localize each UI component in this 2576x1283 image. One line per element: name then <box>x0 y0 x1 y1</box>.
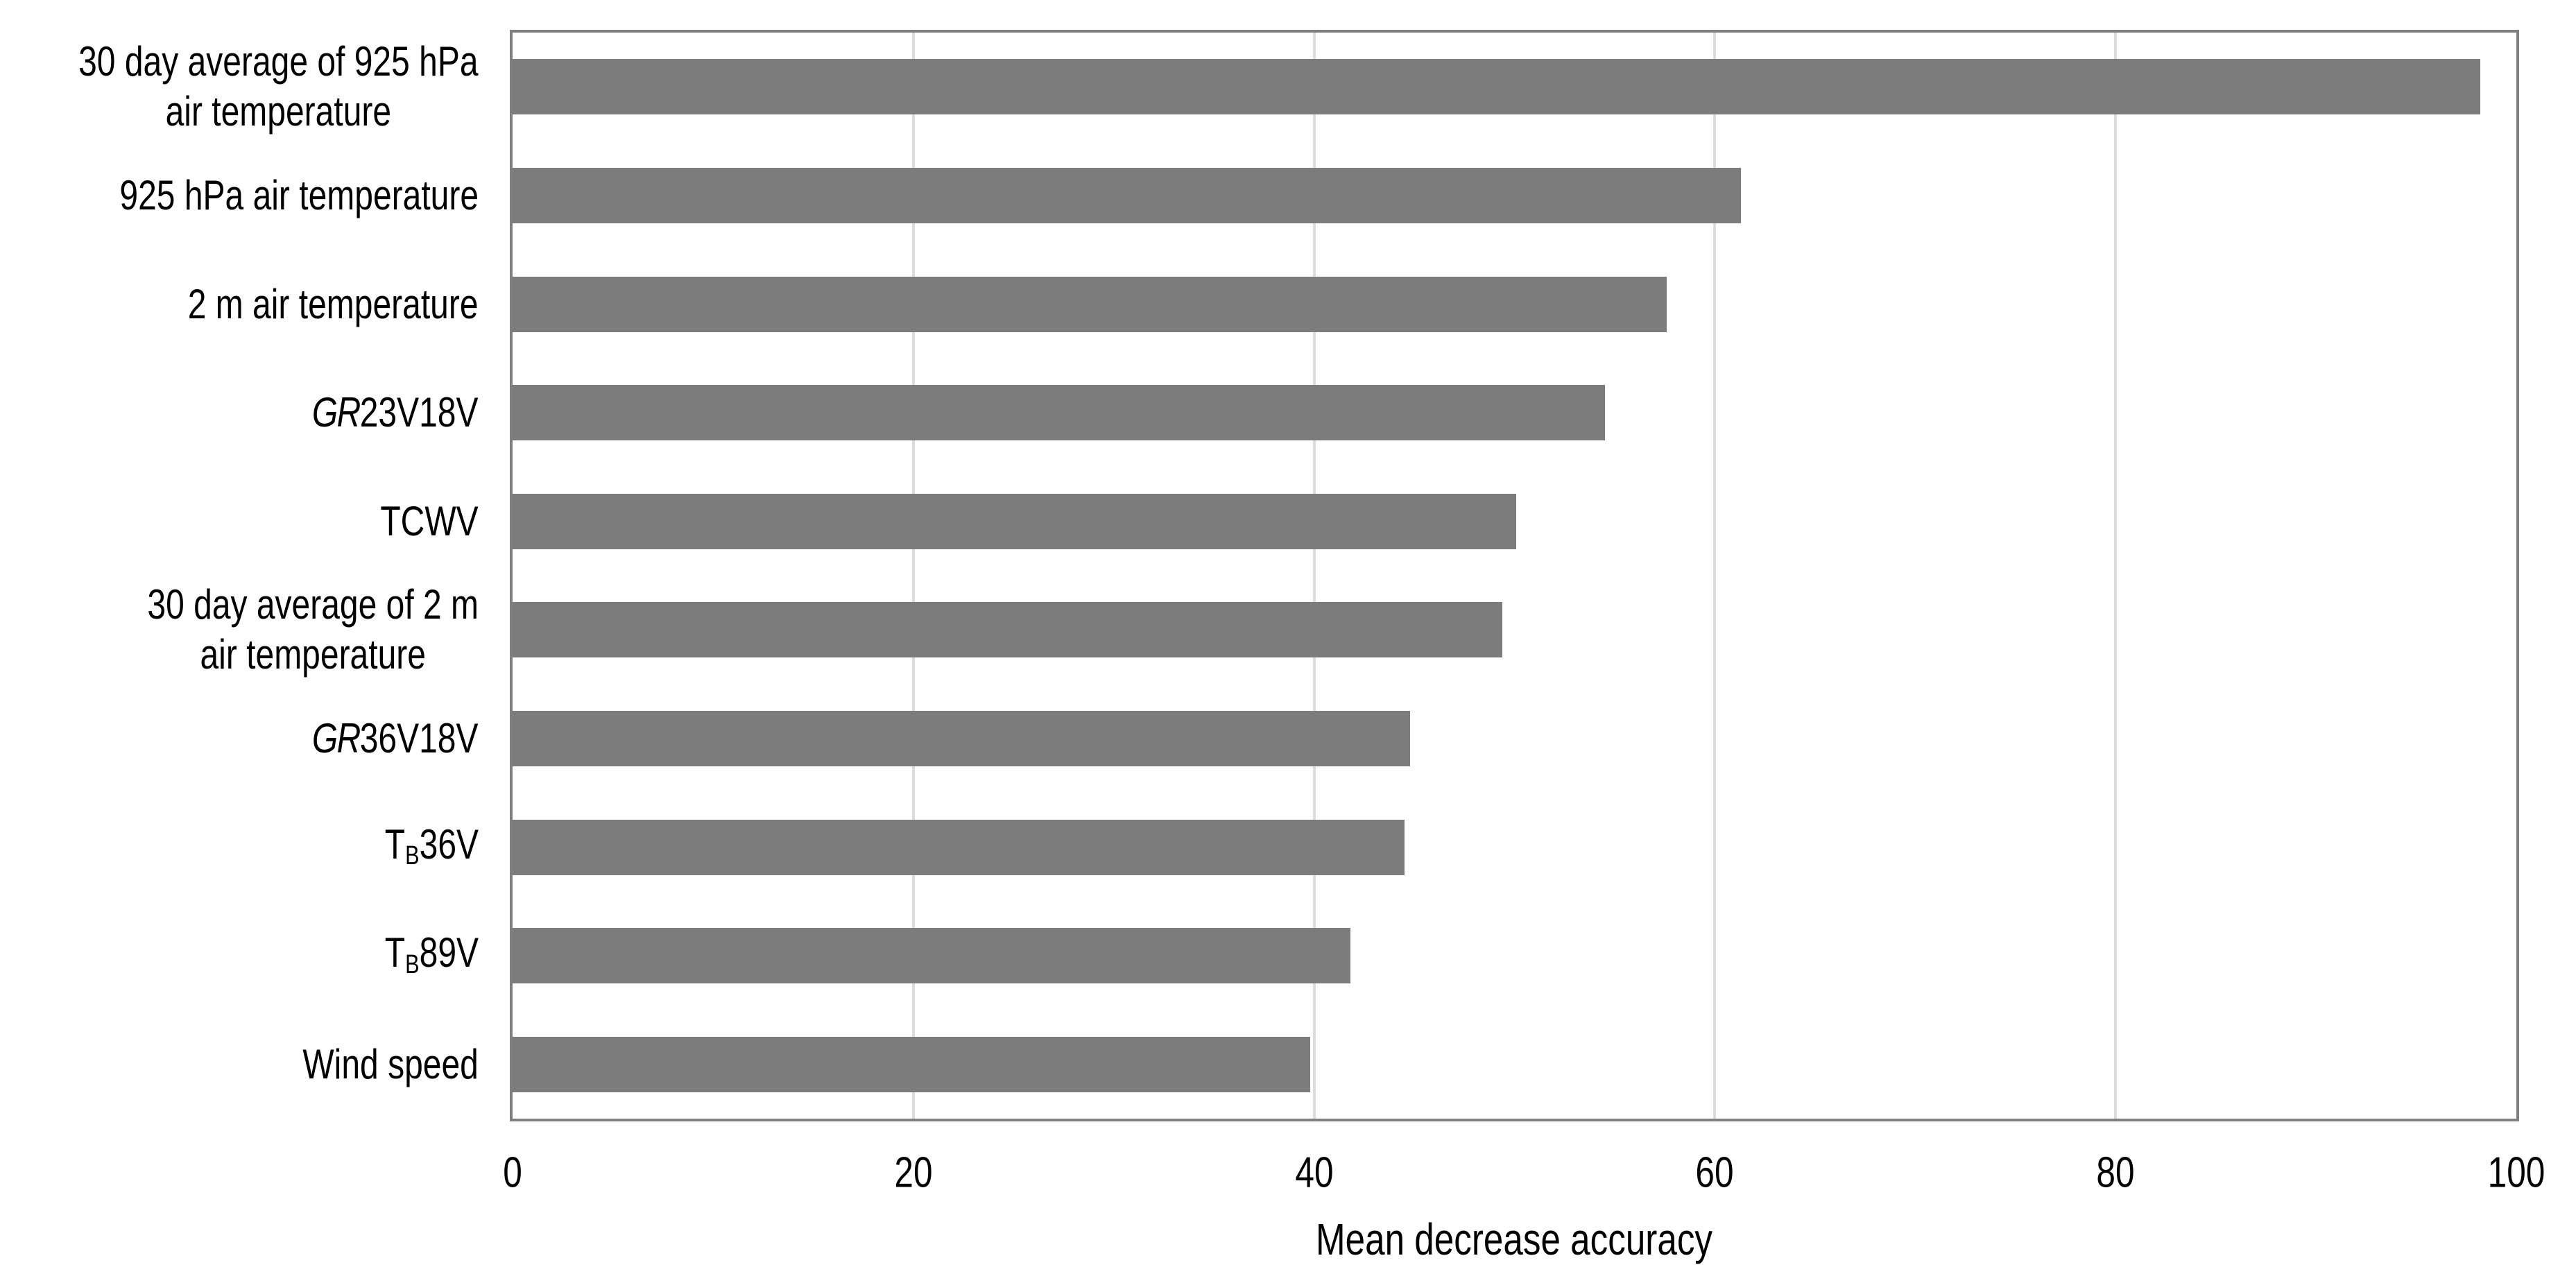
label-segment: GR <box>312 714 361 761</box>
category-label-line: air temperature <box>147 630 479 680</box>
category-label: GR23V18V <box>271 388 479 438</box>
category-label: TB89V <box>361 928 479 983</box>
x-tick-text: 60 <box>1695 1148 1734 1197</box>
category-label-line: GR36V18V <box>312 714 479 764</box>
bar <box>513 710 1411 766</box>
category-label-text: 2 m air temperature <box>188 279 479 329</box>
category-label-line: TB36V <box>385 820 479 875</box>
label-segment: Wind speed <box>302 1040 479 1087</box>
category-label-text: TB36V <box>385 820 479 875</box>
category-label-text: 30 day average of 2 m air temperature <box>147 580 479 680</box>
category-label-line: 2 m air temperature <box>188 279 479 329</box>
category-label-line: 30 day average of 925 hPa <box>79 37 479 87</box>
category-label-text: TB89V <box>385 928 479 983</box>
category-label: GR36V18V <box>271 714 479 764</box>
category-label-line: 30 day average of 2 m <box>147 580 479 630</box>
category-label-line: TB89V <box>385 928 479 983</box>
category-label-text: TCWV <box>381 497 479 546</box>
category-label-text: GR23V18V <box>312 388 479 438</box>
x-tick-text: 0 <box>503 1148 522 1197</box>
gridline-60 <box>1713 33 1717 1119</box>
bar <box>513 819 1405 875</box>
label-segment: 36V <box>419 820 479 868</box>
category-label: TCWV <box>356 497 479 546</box>
gridline-80 <box>2114 33 2118 1119</box>
category-label-line: Wind speed <box>303 1040 479 1090</box>
bar <box>513 276 1667 332</box>
label-segment: 36V18V <box>360 714 479 761</box>
category-label: 30 day average of 2 m air temperature <box>65 580 479 680</box>
category-label-text: 30 day average of 925 hPa air temperature <box>79 37 479 137</box>
label-segment: T <box>384 820 406 868</box>
label-segment: air temperature <box>166 88 392 135</box>
x-tick-label-20: 20 <box>889 1148 937 1198</box>
label-segment: GR <box>312 389 361 436</box>
label-segment: B <box>405 949 420 979</box>
x-tick-text: 20 <box>894 1148 933 1197</box>
bar <box>513 1036 1310 1092</box>
x-tick-label-0: 0 <box>501 1148 524 1198</box>
label-segment: TCWV <box>380 497 479 544</box>
x-tick-text: 40 <box>1295 1148 1334 1197</box>
category-label: 30 day average of 925 hPa air temperature <box>0 37 479 137</box>
category-label-line: air temperature <box>79 87 479 137</box>
gridline-20 <box>911 33 915 1119</box>
x-axis-title: Mean decrease accuracy <box>1266 1214 1762 1265</box>
bar <box>513 493 1517 549</box>
label-segment: B <box>405 840 420 870</box>
label-segment: 89V <box>419 929 479 976</box>
label-segment: 30 day average of 925 hPa <box>78 38 479 85</box>
category-label-text: GR36V18V <box>312 714 479 764</box>
label-segment: T <box>384 929 406 976</box>
bar <box>513 167 1741 223</box>
x-tick-label-60: 60 <box>1691 1148 1739 1198</box>
category-label-line: GR23V18V <box>312 388 479 438</box>
label-segment: 23V18V <box>360 389 479 436</box>
label-segment: 2 m air temperature <box>188 280 479 327</box>
category-label: TB36V <box>361 820 479 875</box>
category-label: 925 hPa air temperature <box>30 171 479 221</box>
category-label-text: Wind speed <box>303 1040 479 1090</box>
category-label: 2 m air temperature <box>115 279 479 329</box>
category-label-line: TCWV <box>381 497 479 546</box>
x-tick-label-100: 100 <box>2480 1148 2552 1198</box>
category-label: Wind speed <box>259 1040 479 1090</box>
bar <box>513 602 1503 658</box>
bar <box>513 928 1350 984</box>
category-label-text: 925 hPa air temperature <box>119 171 479 221</box>
bar <box>513 385 1605 441</box>
bar <box>513 59 2480 115</box>
label-segment: air temperature <box>200 631 426 678</box>
label-segment: 30 day average of 2 m <box>147 581 479 628</box>
x-tick-label-40: 40 <box>1290 1148 1338 1198</box>
label-segment: 925 hPa air temperature <box>119 171 479 218</box>
x-tick-text: 80 <box>2096 1148 2135 1197</box>
x-axis-title-text: Mean decrease accuracy <box>1315 1214 1713 1264</box>
x-tick-label-80: 80 <box>2092 1148 2140 1198</box>
x-tick-text: 100 <box>2487 1148 2545 1197</box>
gridline-40 <box>1312 33 1316 1119</box>
category-label-line: 925 hPa air temperature <box>119 171 479 221</box>
plot-area <box>510 30 2519 1121</box>
